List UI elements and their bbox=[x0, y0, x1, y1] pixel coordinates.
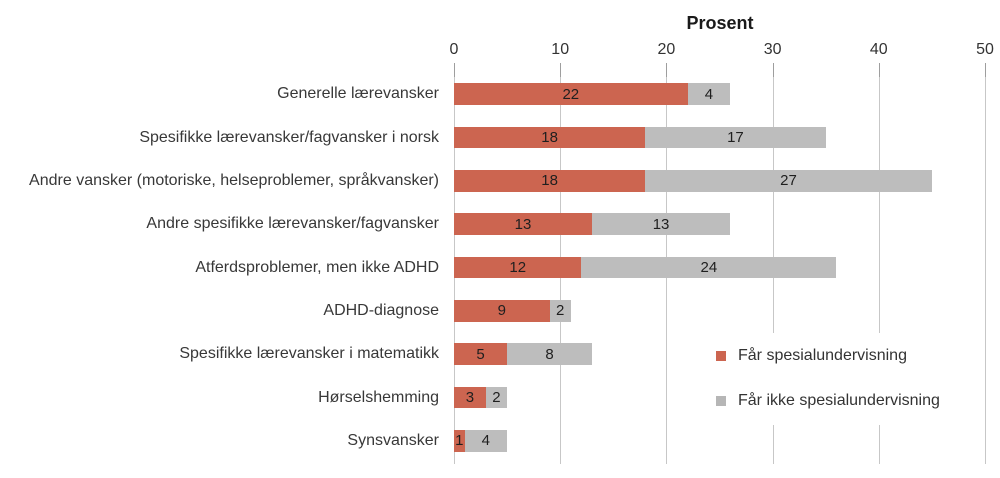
category-label: ADHD-diagnose bbox=[323, 302, 439, 320]
axis-tickmark bbox=[560, 63, 562, 77]
bar-value-label: 5 bbox=[476, 345, 485, 363]
category-label: Andre spesifikke lærevansker/fagvansker bbox=[146, 215, 439, 233]
bar-value-label: 18 bbox=[541, 172, 558, 190]
category-label: Hørselshemming bbox=[318, 388, 439, 406]
bar-value-label: 1 bbox=[455, 432, 464, 450]
bar-segment: 13 bbox=[454, 213, 593, 235]
bar-row: 18 17 bbox=[454, 126, 826, 149]
bar-row: 12 24 bbox=[454, 256, 837, 279]
axis-tickmark bbox=[878, 63, 880, 77]
legend-label: Får ikke spesialundervisning bbox=[738, 392, 940, 409]
bar-value-label: 18 bbox=[541, 128, 558, 146]
category-label: Spesifikke lærevansker/fagvansker i nors… bbox=[139, 128, 439, 146]
bar-segment: 24 bbox=[581, 256, 837, 279]
bar-segment: 2 bbox=[485, 386, 508, 409]
legend-marker-red-icon bbox=[716, 351, 726, 361]
category-label: Andre vansker (motoriske, helseproblemer… bbox=[29, 172, 439, 190]
axis-tickmark bbox=[454, 63, 455, 77]
bar-segment: 18 bbox=[454, 170, 646, 192]
legend-label: Får spesialundervisning bbox=[738, 347, 907, 364]
bar-value-label: 4 bbox=[704, 85, 714, 103]
bar-segment: 13 bbox=[592, 213, 731, 235]
bar-segment: 18 bbox=[454, 126, 646, 149]
axis-tick-label: 30 bbox=[763, 41, 782, 58]
axis-tick-label: 20 bbox=[657, 41, 676, 58]
legend: Får spesialundervisning Får ikke spesial… bbox=[700, 333, 950, 425]
bar-value-label: 13 bbox=[514, 215, 532, 233]
bar-segment: 3 bbox=[454, 386, 486, 409]
axis-tickmark bbox=[985, 63, 986, 77]
axis-tickmark bbox=[772, 63, 774, 77]
bar-segment: 8 bbox=[507, 343, 593, 365]
legend-item: Får ikke spesialundervisning bbox=[716, 387, 950, 415]
bar-segment: 12 bbox=[454, 256, 582, 279]
bar-segment: 4 bbox=[464, 430, 508, 452]
bar-row: 22 4 bbox=[454, 83, 731, 105]
bar-value-label: 22 bbox=[562, 85, 580, 103]
bar-value-label: 2 bbox=[556, 302, 565, 320]
category-label: Generelle lærevansker bbox=[277, 85, 439, 103]
bar-segment: 22 bbox=[454, 83, 688, 105]
bar-segment: 1 bbox=[454, 430, 465, 452]
bar-value-label: 24 bbox=[700, 258, 718, 276]
bar-value-label: 27 bbox=[780, 172, 797, 190]
category-label: Atferdsproblemer, men ikke ADHD bbox=[195, 258, 439, 276]
axis-tick-label: 0 bbox=[449, 41, 459, 58]
bar-row: 13 13 bbox=[454, 213, 731, 235]
bar-value-label: 8 bbox=[545, 345, 554, 363]
bar-value-label: 9 bbox=[497, 302, 506, 320]
axis-tick-label: 40 bbox=[869, 41, 888, 58]
gridline bbox=[985, 63, 986, 464]
gridline bbox=[878, 63, 880, 464]
axis-title: Prosent bbox=[686, 13, 754, 33]
category-label: Spesifikke lærevansker i matematikk bbox=[179, 345, 439, 363]
bar-value-label: 13 bbox=[652, 215, 670, 233]
bar-segment: 9 bbox=[454, 300, 550, 322]
legend-item: Får spesialundervisning bbox=[716, 342, 950, 370]
bar-segment: 4 bbox=[687, 83, 731, 105]
axis-tick-label: 50 bbox=[976, 41, 994, 58]
axis-tick-label: 10 bbox=[551, 41, 570, 58]
bar-segment: 2 bbox=[549, 300, 571, 322]
bar-value-label: 12 bbox=[509, 258, 527, 276]
bar-value-label: 2 bbox=[492, 388, 501, 406]
bar-value-label: 4 bbox=[481, 432, 491, 450]
bar-value-label: 3 bbox=[465, 388, 475, 406]
bar-segment: 17 bbox=[645, 126, 826, 149]
category-label: Synsvansker bbox=[347, 432, 439, 450]
bar-value-label: 17 bbox=[727, 128, 744, 146]
bar-segment: 5 bbox=[454, 343, 508, 365]
legend-marker-gray-icon bbox=[716, 396, 726, 406]
axis-tickmark bbox=[666, 63, 668, 77]
bar-segment: 27 bbox=[645, 170, 932, 192]
bar-row: 18 27 bbox=[454, 170, 932, 192]
